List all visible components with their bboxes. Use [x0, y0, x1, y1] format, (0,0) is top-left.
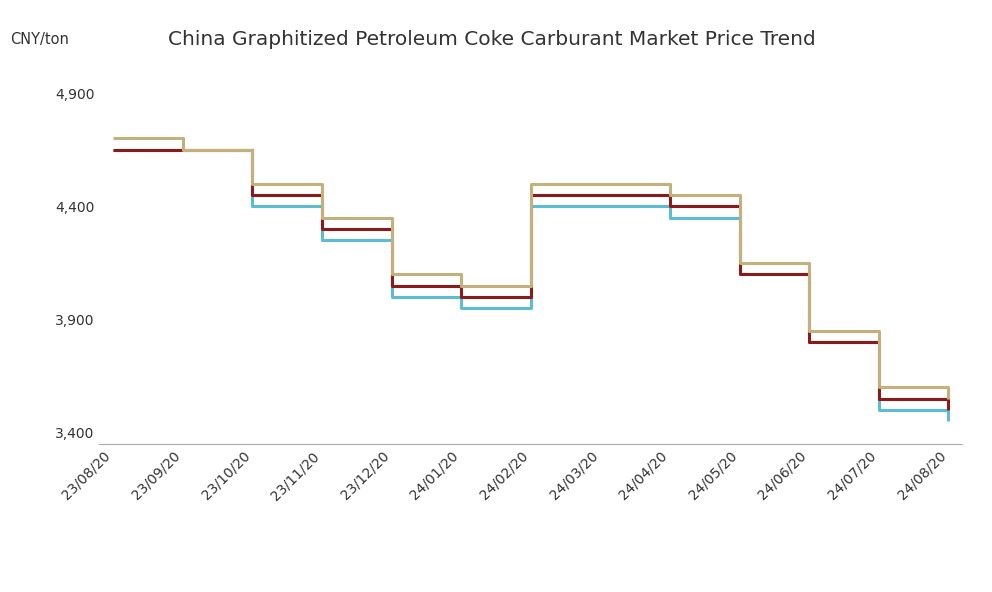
Central China [455, 293, 467, 300]
North China [107, 146, 119, 153]
East China [664, 191, 676, 198]
North China [942, 418, 954, 425]
East China [316, 214, 328, 221]
Text: CNY/ton: CNY/ton [10, 33, 68, 47]
Text: China Graphitized Petroleum Coke Carburant Market Price Trend: China Graphitized Petroleum Coke Carbura… [169, 30, 816, 49]
Central China [525, 191, 537, 198]
North China [177, 146, 188, 153]
East China [804, 327, 815, 334]
East China [177, 146, 188, 153]
North China [594, 203, 606, 210]
North China [525, 203, 537, 210]
Central China [594, 191, 606, 198]
Central China [664, 203, 676, 210]
Central China [804, 339, 815, 346]
Central China [873, 395, 885, 403]
East China [246, 180, 258, 187]
Central China [177, 146, 188, 153]
East China [386, 271, 398, 278]
Central China [316, 226, 328, 233]
Central China [942, 407, 954, 414]
Central China [246, 191, 258, 198]
East China [873, 384, 885, 391]
North China [246, 203, 258, 210]
East China [594, 180, 606, 187]
East China [107, 135, 119, 142]
East China [525, 180, 537, 187]
North China [873, 407, 885, 414]
Central China [386, 282, 398, 289]
North China [386, 293, 398, 300]
Line: Central China: Central China [113, 150, 948, 410]
North China [316, 237, 328, 244]
North China [455, 305, 467, 312]
East China [733, 259, 745, 266]
North China [733, 271, 745, 278]
East China [455, 282, 467, 289]
North China [664, 214, 676, 221]
Central China [107, 146, 119, 153]
Line: East China: East China [113, 139, 948, 399]
Line: North China: North China [113, 150, 948, 422]
North China [804, 339, 815, 346]
East China [942, 395, 954, 403]
Central China [733, 271, 745, 278]
